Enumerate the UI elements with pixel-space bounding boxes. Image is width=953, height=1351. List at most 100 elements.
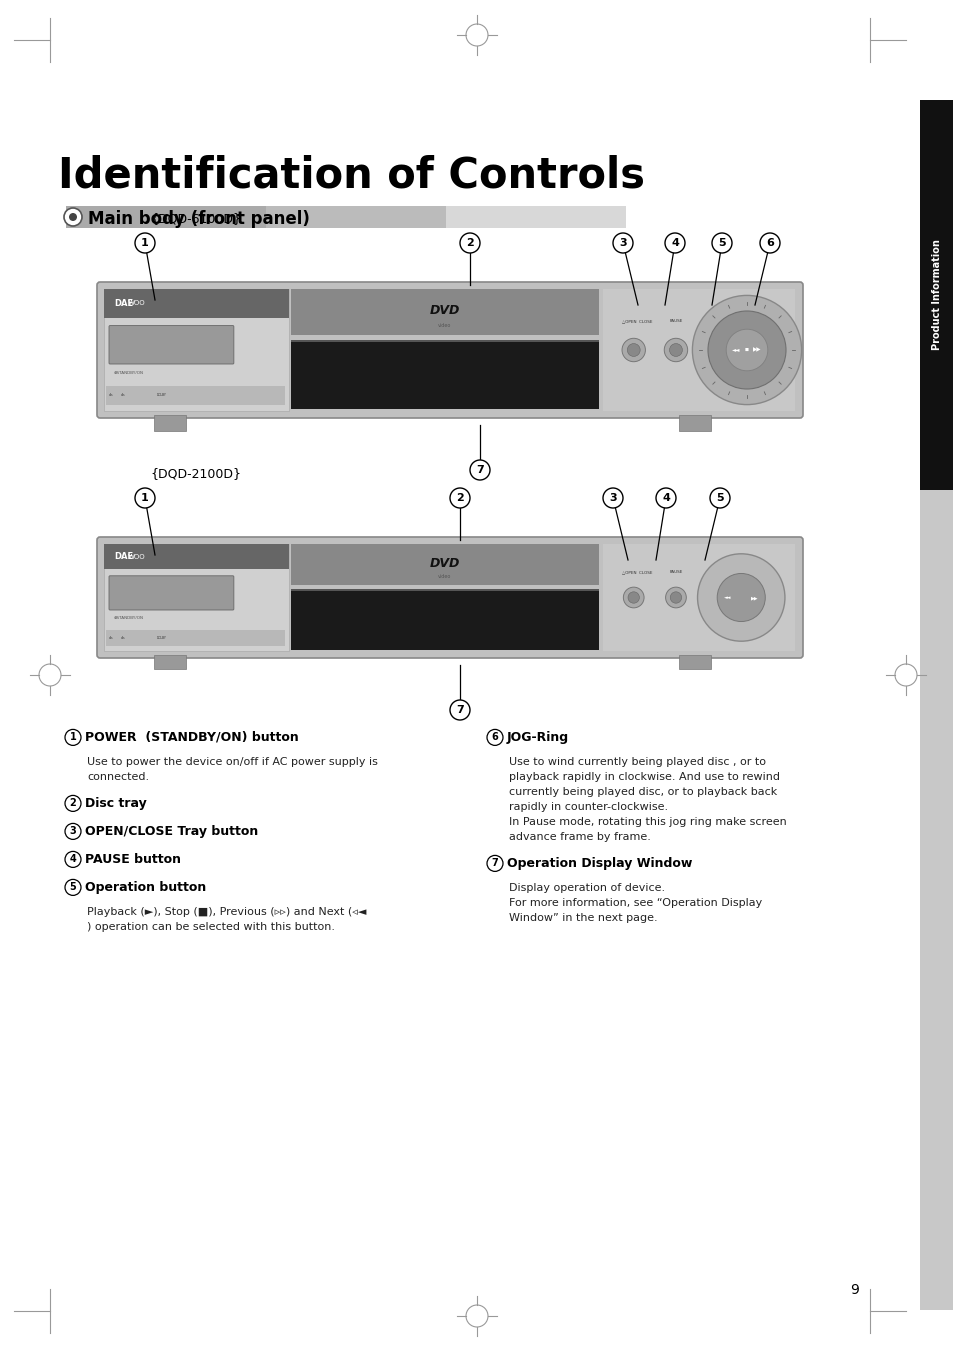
Text: For more information, see “Operation Display: For more information, see “Operation Dis…: [509, 898, 761, 908]
Text: playback rapidly in clockwise. And use to rewind: playback rapidly in clockwise. And use t…: [509, 771, 780, 782]
Bar: [291, 590, 598, 650]
Bar: [153, 655, 186, 669]
Text: 1: 1: [70, 732, 76, 743]
Text: ◄◄: ◄◄: [723, 594, 731, 600]
Bar: [104, 289, 289, 317]
Text: Use to power the device on/off if AC power supply is: Use to power the device on/off if AC pow…: [87, 757, 377, 767]
Circle shape: [697, 554, 784, 642]
Text: 2: 2: [466, 238, 474, 249]
Text: connected.: connected.: [87, 771, 149, 782]
Text: Window” in the next page.: Window” in the next page.: [509, 913, 657, 923]
Circle shape: [621, 338, 645, 362]
Text: 3: 3: [609, 493, 617, 503]
Text: dts: dts: [121, 636, 126, 640]
Bar: [919, 490, 953, 1310]
Bar: [679, 655, 710, 669]
Circle shape: [665, 588, 685, 608]
Text: ▶▶: ▶▶: [750, 594, 758, 600]
Text: 2: 2: [456, 493, 463, 503]
Text: 4: 4: [661, 493, 669, 503]
Text: POWER  (STANDBY/ON) button: POWER (STANDBY/ON) button: [85, 731, 298, 744]
Circle shape: [622, 588, 643, 608]
Circle shape: [459, 232, 479, 253]
Text: Use to wind currently being played disc , or to: Use to wind currently being played disc …: [509, 757, 765, 767]
Circle shape: [613, 232, 633, 253]
Text: DAE: DAE: [113, 553, 133, 561]
Text: PAUSE: PAUSE: [669, 319, 682, 323]
FancyBboxPatch shape: [109, 326, 233, 363]
Text: 7: 7: [456, 705, 463, 715]
Bar: [153, 415, 186, 431]
Circle shape: [65, 823, 81, 839]
Bar: [106, 630, 285, 646]
Text: 9: 9: [850, 1283, 859, 1297]
Text: {DQD-2100D}: {DQD-2100D}: [150, 467, 241, 480]
Text: DAE: DAE: [113, 299, 133, 308]
Text: {DQD-6100D}: {DQD-6100D}: [150, 212, 241, 226]
Text: 4: 4: [70, 854, 76, 865]
Text: dts: dts: [109, 636, 113, 640]
Text: ⊕STANDBY/ON: ⊕STANDBY/ON: [113, 616, 144, 620]
Bar: [291, 342, 598, 409]
Text: 1: 1: [141, 493, 149, 503]
Bar: [104, 544, 289, 651]
Text: 3: 3: [618, 238, 626, 249]
Circle shape: [65, 730, 81, 746]
Text: △OPEN  CLOSE: △OPEN CLOSE: [621, 570, 652, 574]
Text: ◄◄: ◄◄: [732, 347, 740, 353]
Circle shape: [692, 296, 801, 404]
Text: advance frame by frame.: advance frame by frame.: [509, 832, 650, 842]
Circle shape: [602, 488, 622, 508]
Bar: [602, 289, 794, 411]
Text: WOO: WOO: [128, 554, 146, 559]
Text: video: video: [437, 323, 451, 328]
Text: In Pause mode, rotating this jog ring make screen: In Pause mode, rotating this jog ring ma…: [509, 817, 786, 827]
Circle shape: [670, 592, 681, 603]
FancyBboxPatch shape: [97, 282, 802, 417]
Text: DVD: DVD: [430, 304, 459, 317]
Circle shape: [470, 459, 490, 480]
Text: DVD: DVD: [430, 557, 459, 570]
Text: ■: ■: [744, 349, 748, 353]
FancyBboxPatch shape: [97, 536, 802, 658]
Text: Playback (►), Stop (■), Previous (▹▹) and Next (◃◄: Playback (►), Stop (■), Previous (▹▹) an…: [87, 907, 366, 917]
Circle shape: [663, 338, 687, 362]
Text: Product Information: Product Information: [931, 239, 941, 350]
Text: 5: 5: [718, 238, 725, 249]
Text: OPEN/CLOSE Tray button: OPEN/CLOSE Tray button: [85, 825, 258, 838]
Circle shape: [64, 208, 82, 226]
Circle shape: [486, 730, 502, 746]
Circle shape: [664, 232, 684, 253]
Bar: [106, 386, 285, 404]
Text: DOLBY: DOLBY: [157, 393, 167, 397]
Text: dts: dts: [109, 393, 113, 397]
Text: Main body (front panel): Main body (front panel): [88, 209, 310, 228]
Bar: [104, 289, 289, 411]
Text: Operation button: Operation button: [85, 881, 206, 894]
Circle shape: [707, 311, 785, 389]
Bar: [602, 544, 794, 651]
Text: dts: dts: [121, 393, 126, 397]
Circle shape: [709, 488, 729, 508]
Text: Disc tray: Disc tray: [85, 797, 147, 809]
Text: ) operation can be selected with this button.: ) operation can be selected with this bu…: [87, 921, 335, 932]
Text: 7: 7: [491, 858, 497, 869]
Circle shape: [135, 488, 154, 508]
Bar: [291, 589, 598, 590]
Text: 1: 1: [141, 238, 149, 249]
Bar: [291, 289, 598, 335]
Text: JOG-Ring: JOG-Ring: [506, 731, 569, 744]
Circle shape: [65, 796, 81, 812]
Text: ▶▶: ▶▶: [752, 347, 760, 353]
Circle shape: [65, 880, 81, 896]
Text: 3: 3: [70, 827, 76, 836]
FancyBboxPatch shape: [109, 576, 233, 611]
Bar: [679, 415, 710, 431]
Bar: [66, 205, 625, 228]
Circle shape: [725, 330, 767, 370]
Circle shape: [135, 232, 154, 253]
Text: PAUSE button: PAUSE button: [85, 852, 181, 866]
Text: WOO: WOO: [128, 300, 146, 307]
Text: rapidly in counter-clockwise.: rapidly in counter-clockwise.: [509, 802, 667, 812]
Text: ⊕STANDBY/ON: ⊕STANDBY/ON: [113, 372, 144, 376]
